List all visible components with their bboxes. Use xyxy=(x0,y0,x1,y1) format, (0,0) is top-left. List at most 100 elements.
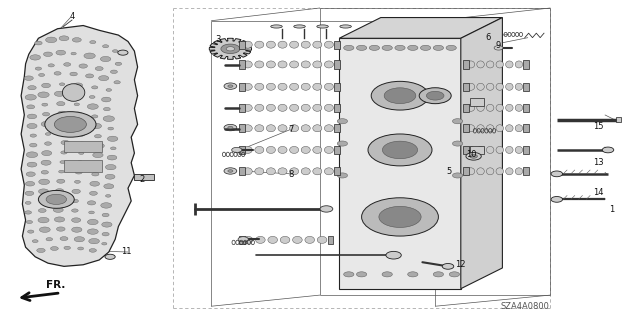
Ellipse shape xyxy=(266,61,275,68)
Circle shape xyxy=(72,227,82,232)
Circle shape xyxy=(51,247,58,250)
Circle shape xyxy=(30,55,40,60)
Ellipse shape xyxy=(467,61,475,68)
Ellipse shape xyxy=(290,41,299,48)
Circle shape xyxy=(102,97,111,102)
Circle shape xyxy=(74,237,84,242)
Circle shape xyxy=(337,119,348,124)
Bar xyxy=(334,124,340,132)
Ellipse shape xyxy=(255,146,264,153)
Ellipse shape xyxy=(515,125,523,132)
Circle shape xyxy=(452,173,463,178)
Bar xyxy=(334,60,340,69)
Circle shape xyxy=(28,85,36,90)
Ellipse shape xyxy=(301,104,310,111)
Ellipse shape xyxy=(290,83,299,90)
Circle shape xyxy=(25,191,34,196)
Circle shape xyxy=(72,38,81,42)
Circle shape xyxy=(449,272,460,277)
Circle shape xyxy=(100,203,112,208)
Circle shape xyxy=(89,249,97,252)
Circle shape xyxy=(102,242,107,245)
Bar xyxy=(239,146,245,154)
Ellipse shape xyxy=(486,61,494,68)
Bar xyxy=(239,104,245,112)
Circle shape xyxy=(238,237,248,242)
Ellipse shape xyxy=(278,125,287,132)
Bar xyxy=(470,98,484,106)
Circle shape xyxy=(408,272,418,277)
Circle shape xyxy=(384,88,416,104)
Circle shape xyxy=(25,94,36,100)
Circle shape xyxy=(344,272,354,277)
Circle shape xyxy=(74,180,81,183)
Text: 11: 11 xyxy=(121,247,131,256)
Circle shape xyxy=(99,76,109,81)
Ellipse shape xyxy=(292,236,302,243)
Bar xyxy=(239,236,245,244)
Text: SZA4A0800: SZA4A0800 xyxy=(500,302,549,311)
Ellipse shape xyxy=(301,83,310,90)
Circle shape xyxy=(56,50,66,55)
Bar xyxy=(523,83,529,91)
Circle shape xyxy=(383,141,418,159)
Circle shape xyxy=(45,37,57,43)
Circle shape xyxy=(77,132,85,136)
Bar xyxy=(64,160,102,172)
Bar xyxy=(470,146,484,154)
Circle shape xyxy=(113,50,118,52)
Circle shape xyxy=(107,155,117,160)
Circle shape xyxy=(90,41,96,44)
Circle shape xyxy=(90,181,100,186)
Circle shape xyxy=(442,263,454,269)
Circle shape xyxy=(38,92,49,98)
Ellipse shape xyxy=(294,25,305,28)
Ellipse shape xyxy=(313,146,322,153)
Ellipse shape xyxy=(301,125,310,132)
Text: 7: 7 xyxy=(289,125,294,134)
Circle shape xyxy=(382,45,392,50)
Circle shape xyxy=(54,198,63,203)
Text: 15: 15 xyxy=(593,122,604,131)
Ellipse shape xyxy=(324,125,333,132)
Ellipse shape xyxy=(324,61,333,68)
Circle shape xyxy=(94,143,104,148)
Bar xyxy=(334,146,340,154)
Circle shape xyxy=(42,103,48,106)
Circle shape xyxy=(87,104,99,109)
Ellipse shape xyxy=(243,146,252,153)
Circle shape xyxy=(25,211,31,214)
Ellipse shape xyxy=(278,41,287,48)
Circle shape xyxy=(38,73,45,77)
Circle shape xyxy=(35,41,42,45)
Circle shape xyxy=(371,81,429,110)
Ellipse shape xyxy=(301,61,310,68)
Ellipse shape xyxy=(290,104,299,111)
Circle shape xyxy=(221,44,240,54)
Ellipse shape xyxy=(496,125,504,132)
Ellipse shape xyxy=(278,83,287,90)
Circle shape xyxy=(45,112,96,137)
Bar xyxy=(616,117,621,122)
Circle shape xyxy=(224,168,237,174)
Ellipse shape xyxy=(243,104,252,111)
Text: 6: 6 xyxy=(485,33,490,42)
Ellipse shape xyxy=(486,83,494,90)
Ellipse shape xyxy=(506,83,513,90)
Circle shape xyxy=(104,184,114,189)
Bar xyxy=(239,167,245,175)
Ellipse shape xyxy=(290,61,299,68)
Text: 10: 10 xyxy=(467,150,477,159)
Circle shape xyxy=(87,201,96,205)
Circle shape xyxy=(88,219,98,225)
Ellipse shape xyxy=(255,168,264,175)
Ellipse shape xyxy=(317,25,328,28)
Ellipse shape xyxy=(255,236,265,243)
Circle shape xyxy=(25,201,31,204)
Circle shape xyxy=(105,174,115,179)
Circle shape xyxy=(433,272,444,277)
Circle shape xyxy=(42,151,52,156)
Circle shape xyxy=(602,147,614,153)
Text: 1: 1 xyxy=(609,205,614,214)
Text: 9: 9 xyxy=(495,41,500,50)
